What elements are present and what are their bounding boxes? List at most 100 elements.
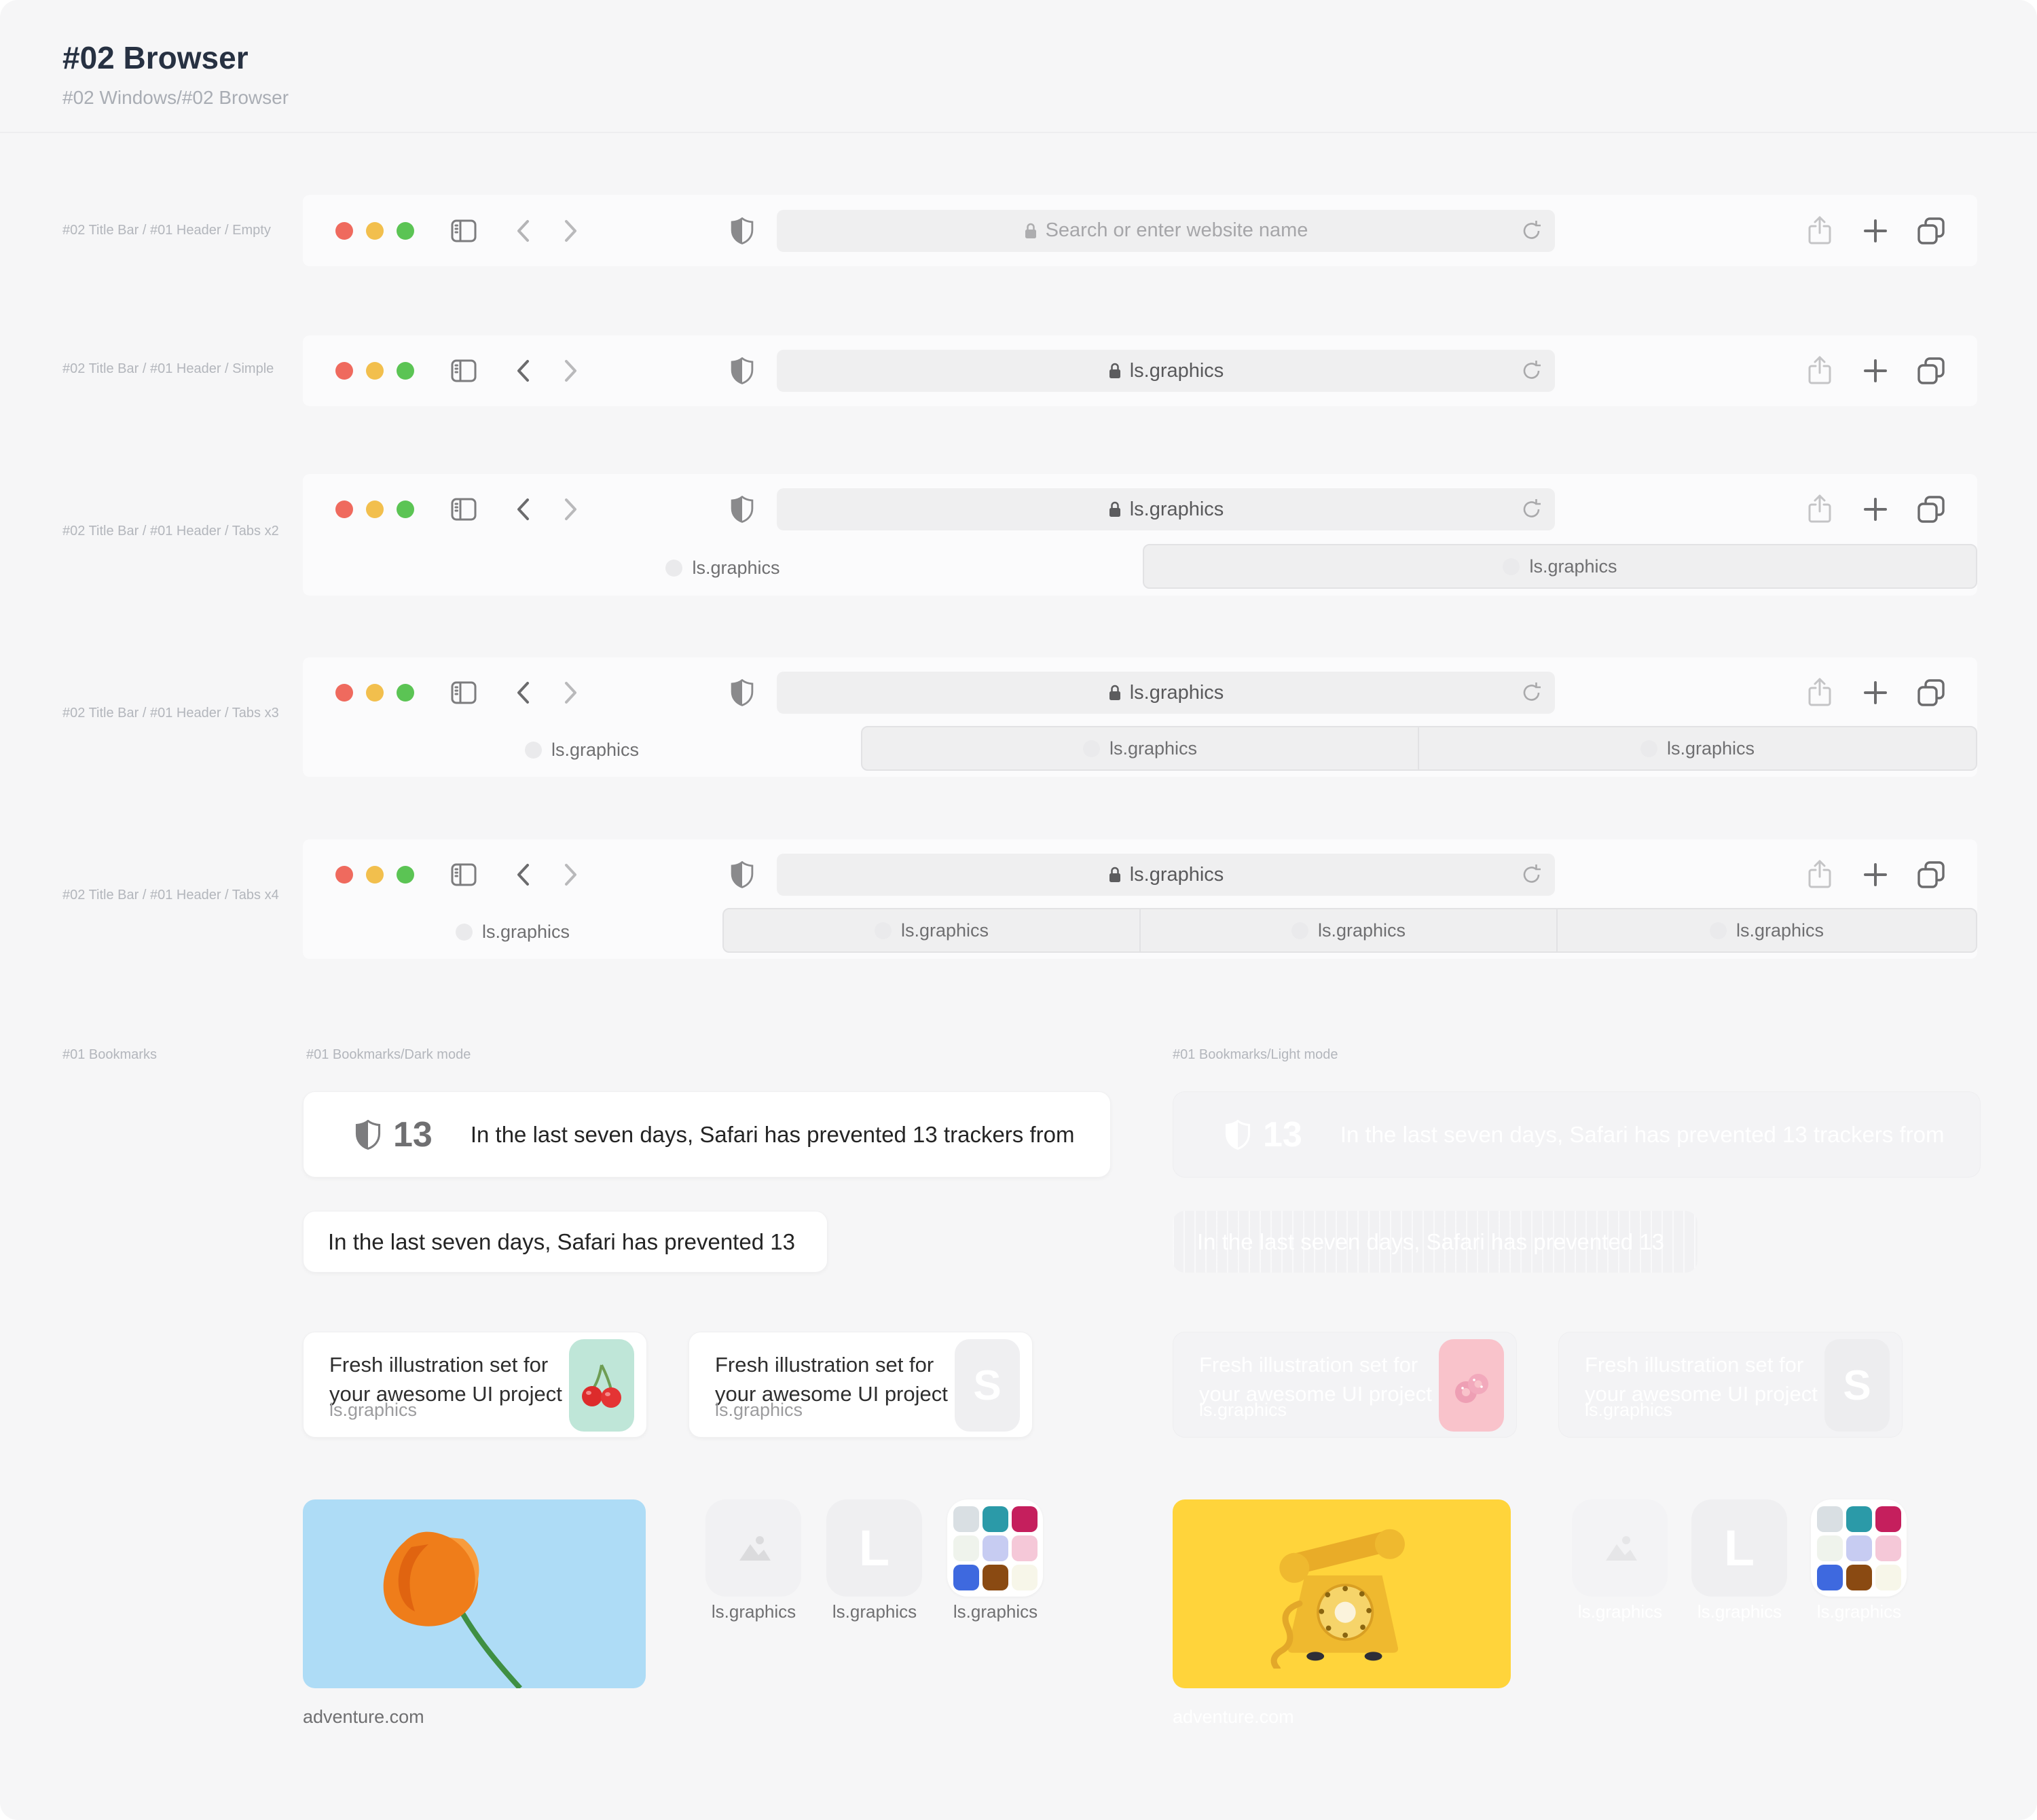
reload-icon[interactable] <box>1521 359 1543 382</box>
sidebar-toggle-icon[interactable] <box>451 498 477 521</box>
minimize-window-button[interactable] <box>366 866 384 884</box>
back-icon[interactable] <box>515 497 531 522</box>
zoom-window-button[interactable] <box>397 362 414 380</box>
tracker-card-short-light[interactable]: In the last seven days, Safari has preve… <box>1173 1211 1698 1273</box>
share-icon[interactable] <box>1806 859 1833 890</box>
back-icon[interactable] <box>515 680 531 705</box>
minimize-window-button[interactable] <box>366 684 384 702</box>
image-placeholder-tile[interactable] <box>705 1499 801 1597</box>
gallery-grid-tile[interactable] <box>947 1499 1043 1597</box>
zoom-window-button[interactable] <box>397 866 414 884</box>
tab-active[interactable]: ls.graphics <box>1418 726 1977 771</box>
close-window-button[interactable] <box>335 866 353 884</box>
tracker-card-full-light[interactable]: 13 In the last seven days, Safari has pr… <box>1173 1091 1981 1178</box>
zoom-window-button[interactable] <box>397 684 414 702</box>
share-icon[interactable] <box>1806 215 1833 247</box>
new-tab-icon[interactable] <box>1862 679 1889 706</box>
tracker-text-short: In the last seven days, Safari has preve… <box>328 1228 795 1254</box>
flower-thumbnail[interactable] <box>303 1499 646 1688</box>
traffic-lights <box>335 362 414 380</box>
privacy-shield-icon[interactable] <box>731 679 754 706</box>
tab-overview-icon[interactable] <box>1916 860 1946 890</box>
tab-inactive[interactable]: ls.graphics <box>303 909 722 954</box>
sidebar-toggle-icon[interactable] <box>451 681 477 704</box>
reload-icon[interactable] <box>1521 863 1543 886</box>
close-window-button[interactable] <box>335 684 353 702</box>
tab-active[interactable]: ls.graphics <box>861 726 1419 771</box>
tab-label: ls.graphics <box>481 921 570 942</box>
zoom-window-button[interactable] <box>397 221 414 240</box>
row-label-empty: #02 Title Bar / #01 Header / Empty <box>62 223 271 238</box>
bookmark-card-letter-light[interactable]: Fresh illustration set for your awesome … <box>1558 1332 1903 1438</box>
new-tab-icon[interactable] <box>1862 861 1889 888</box>
forward-icon[interactable] <box>563 359 579 383</box>
browser-titlebar-tabs-x4: ls.graphics ls.graphics ls.graphics ls.g… <box>303 839 1977 959</box>
forward-icon[interactable] <box>563 219 579 243</box>
bookmark-source: ls.graphics <box>1199 1400 1287 1420</box>
share-icon[interactable] <box>1806 494 1833 525</box>
url-search-field[interactable]: Search or enter website name <box>777 209 1555 252</box>
tab-active[interactable]: ls.graphics <box>1139 908 1558 953</box>
reload-icon[interactable] <box>1521 219 1543 242</box>
tab-overview-icon[interactable] <box>1916 356 1946 386</box>
reload-icon[interactable] <box>1521 498 1543 521</box>
minimize-window-button[interactable] <box>366 221 384 240</box>
letter-tile-light[interactable]: L <box>1691 1499 1787 1597</box>
forward-icon[interactable] <box>563 497 579 522</box>
tab-overview-icon[interactable] <box>1916 216 1946 246</box>
tracker-card-short[interactable]: In the last seven days, Safari has preve… <box>303 1211 828 1273</box>
tab-overview-icon[interactable] <box>1916 678 1946 708</box>
new-tab-icon[interactable] <box>1862 217 1889 244</box>
tab-inactive[interactable]: ls.graphics <box>303 727 861 772</box>
letter-tile[interactable]: L <box>826 1499 922 1597</box>
back-icon[interactable] <box>515 862 531 887</box>
gallery-grid-tile-light[interactable] <box>1811 1499 1907 1597</box>
forward-icon[interactable] <box>563 862 579 887</box>
zoom-window-button[interactable] <box>397 500 414 518</box>
back-icon[interactable] <box>515 219 531 243</box>
minimize-window-button[interactable] <box>366 362 384 380</box>
tab-label: ls.graphics <box>900 920 989 941</box>
row-label-tabs-x4: #02 Title Bar / #01 Header / Tabs x4 <box>62 888 279 903</box>
image-placeholder-tile-light[interactable] <box>1572 1499 1668 1597</box>
tab-active[interactable]: ls.graphics <box>1143 544 1977 589</box>
url-search-field[interactable]: ls.graphics <box>777 488 1555 530</box>
tab-label: ls.graphics <box>692 557 780 578</box>
close-window-button[interactable] <box>335 362 353 380</box>
privacy-shield-icon[interactable] <box>731 861 754 888</box>
privacy-shield-icon[interactable] <box>731 357 754 384</box>
bookmark-title: Fresh illustration set for <box>329 1353 549 1377</box>
url-text: ls.graphics <box>1129 498 1224 520</box>
back-icon[interactable] <box>515 359 531 383</box>
new-tab-icon[interactable] <box>1862 496 1889 523</box>
new-tab-icon[interactable] <box>1862 357 1889 384</box>
sidebar-toggle-icon[interactable] <box>451 359 477 382</box>
close-window-button[interactable] <box>335 500 353 518</box>
bookmark-card-donuts-light[interactable]: Fresh illustration set for your awesome … <box>1173 1332 1517 1438</box>
bookmark-title-line2: your awesome UI project <box>715 1382 948 1406</box>
tab-overview-icon[interactable] <box>1916 494 1946 524</box>
share-icon[interactable] <box>1806 355 1833 386</box>
minimize-window-button[interactable] <box>366 500 384 518</box>
close-window-button[interactable] <box>335 221 353 240</box>
tab-active[interactable]: ls.graphics <box>1556 908 1977 953</box>
url-search-field[interactable]: ls.graphics <box>777 854 1555 896</box>
forward-icon[interactable] <box>563 680 579 705</box>
sidebar-toggle-icon[interactable] <box>451 219 477 242</box>
privacy-shield-icon[interactable] <box>731 496 754 523</box>
bookmark-card-cherries[interactable]: Fresh illustration set for your awesome … <box>303 1332 647 1438</box>
tab-active[interactable]: ls.graphics <box>722 908 1141 953</box>
tab-inactive[interactable]: ls.graphics <box>303 545 1143 590</box>
sidebar-toggle-icon[interactable] <box>451 863 477 886</box>
lock-icon <box>1108 684 1122 702</box>
privacy-shield-icon[interactable] <box>731 217 754 244</box>
reload-icon[interactable] <box>1521 681 1543 704</box>
share-icon[interactable] <box>1806 677 1833 708</box>
tracker-card-full[interactable]: 13 In the last seven days, Safari has pr… <box>303 1091 1111 1178</box>
mini-thumbnail-grid <box>1816 1506 1901 1590</box>
row-label-tabs-x3: #02 Title Bar / #01 Header / Tabs x3 <box>62 706 279 721</box>
url-search-field[interactable]: ls.graphics <box>777 672 1555 714</box>
bookmark-card-letter[interactable]: Fresh illustration set for your awesome … <box>689 1332 1033 1438</box>
url-search-field[interactable]: ls.graphics <box>777 350 1555 392</box>
phone-thumbnail[interactable] <box>1173 1499 1511 1688</box>
